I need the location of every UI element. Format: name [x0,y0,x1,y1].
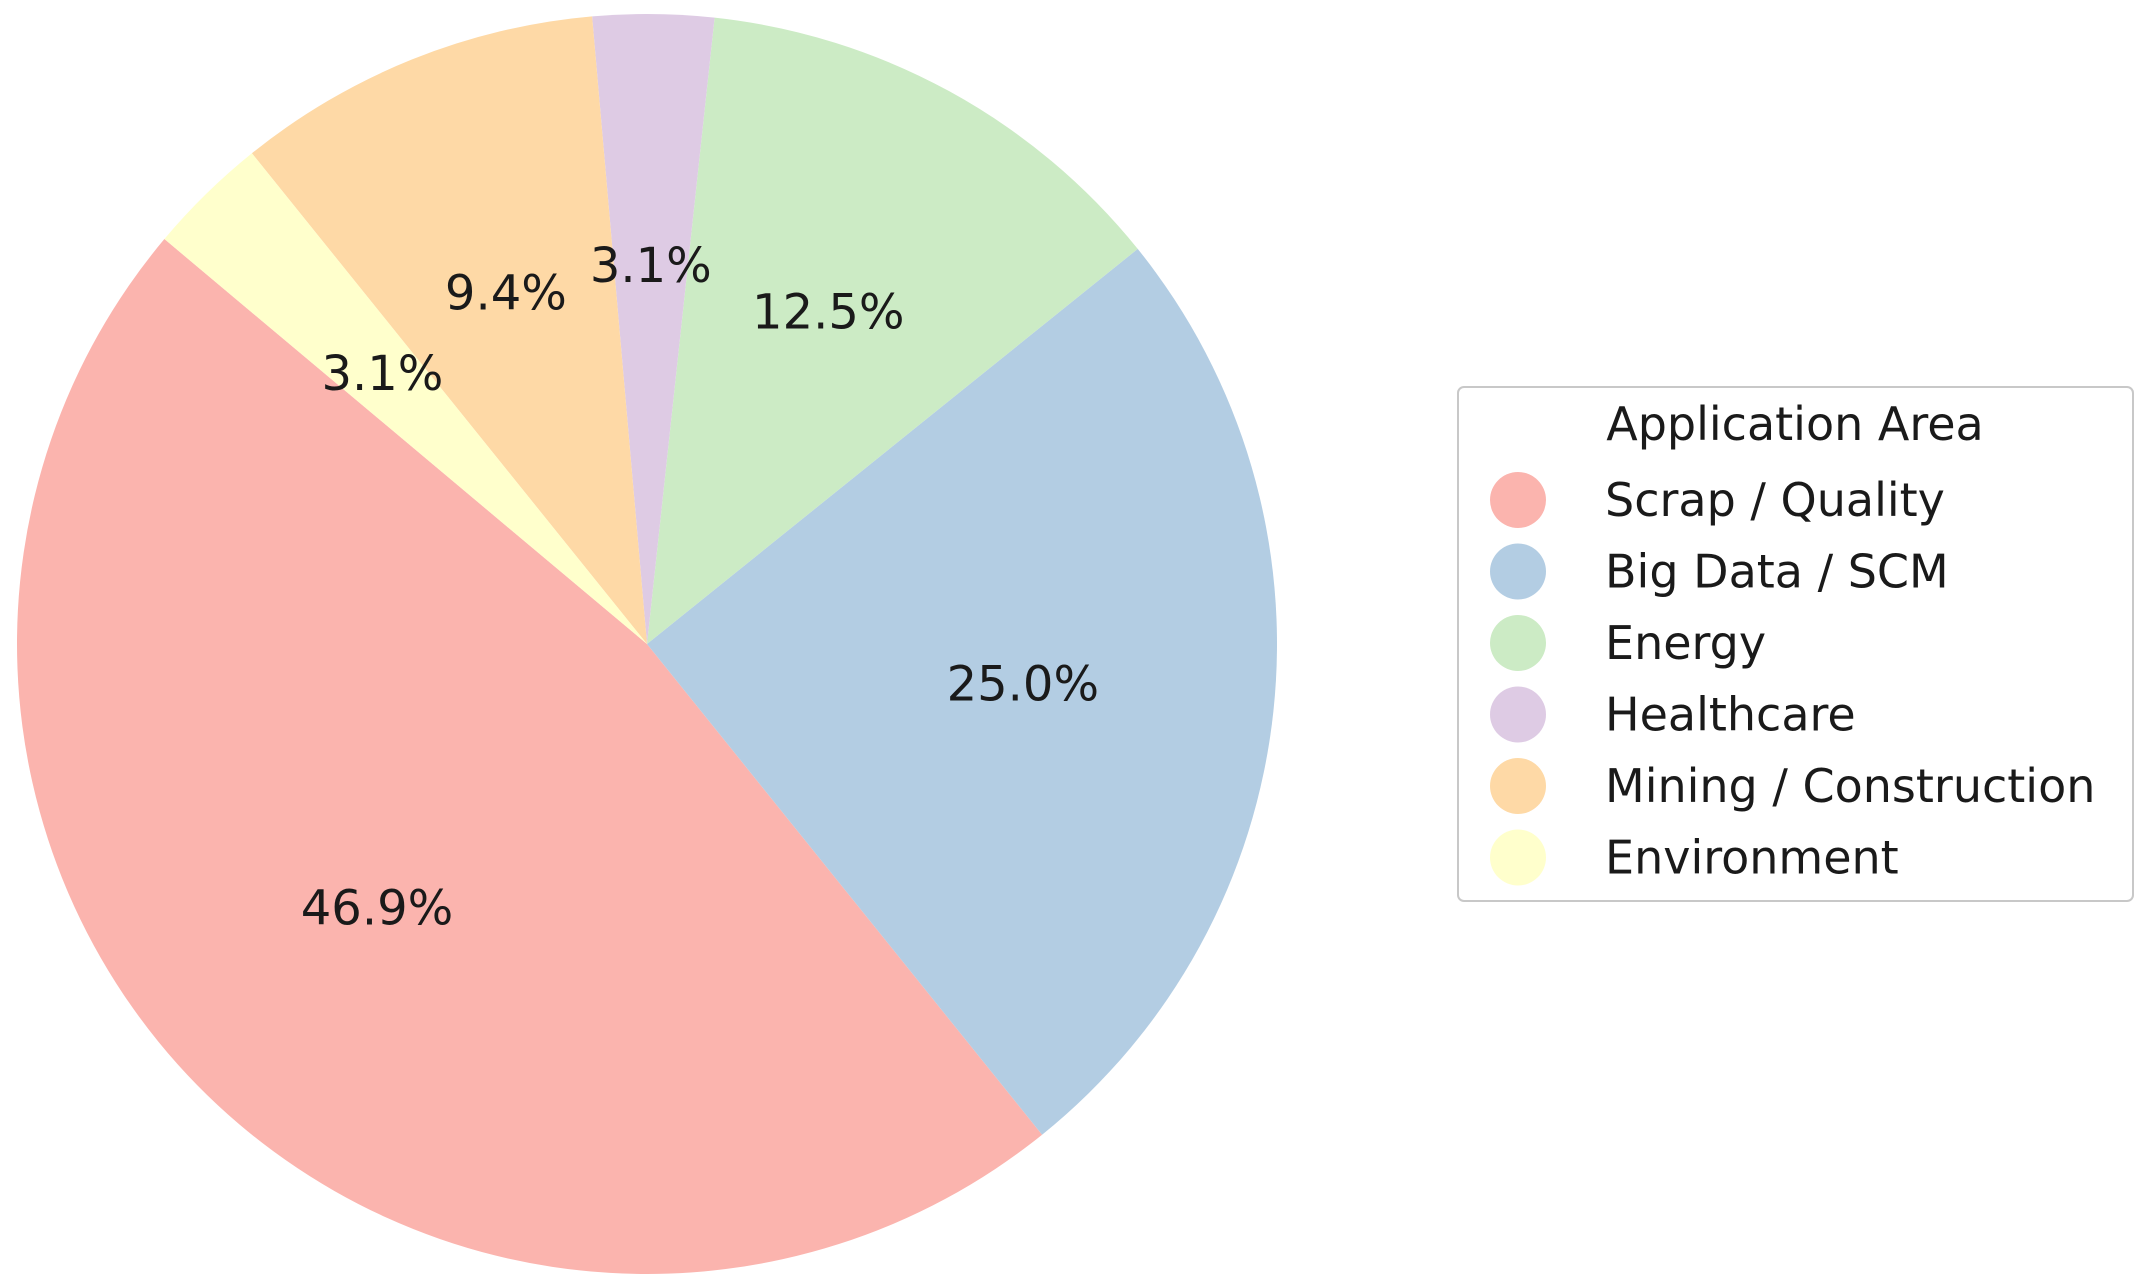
slice-label-mining-construction: 9.4% [445,265,567,321]
legend-marker-mining-construction [1490,758,1546,814]
slice-label-healthcare: 3.1% [590,238,712,294]
legend-label-mining-construction: Mining / Construction [1605,759,2095,813]
slice-big-data-scm [647,248,1277,1135]
slice-healthcare [592,14,715,645]
slice-scrap-quality [17,239,1043,1274]
slice-label-environment: 3.1% [321,346,443,402]
legend-marker-big-data-scm [1490,543,1546,600]
legend-label-energy: Energy [1605,616,1766,670]
legend-label-healthcare: Healthcare [1605,688,1856,742]
legend-marker-healthcare [1490,686,1546,743]
slice-mining-construction [251,16,648,645]
legend-label-big-data-scm: Big Data / SCM [1605,545,1949,599]
pie-slice-labels: 46.9%25.0%12.5%3.1%9.4%3.1% [301,238,1099,937]
pie-slices [17,14,1277,1274]
slice-label-scrap-quality: 46.9% [301,881,453,937]
legend-items: Scrap / Quality Big Data / SCM Energy Healt… [1490,472,2095,886]
legend-label-environment: Environment [1605,831,1899,885]
slice-label-big-data-scm: 25.0% [947,657,1099,713]
legend-marker-energy [1490,615,1546,671]
slice-environment [164,153,647,645]
legend-title: Application Area [1606,397,1984,451]
slice-label-energy: 12.5% [752,284,904,340]
legend-marker-environment [1490,829,1546,886]
legend-box [1457,386,2134,902]
legend-label-scrap-quality: Scrap / Quality [1605,473,1945,527]
legend-marker-scrap-quality [1490,472,1546,528]
slice-energy [647,17,1138,644]
legend: Application Area Scrap / Quality Big Data… [1457,386,2134,902]
